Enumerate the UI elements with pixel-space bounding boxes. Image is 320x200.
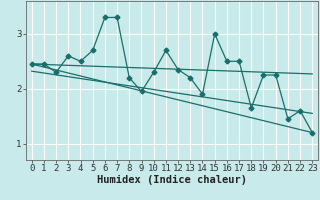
X-axis label: Humidex (Indice chaleur): Humidex (Indice chaleur) <box>97 175 247 185</box>
